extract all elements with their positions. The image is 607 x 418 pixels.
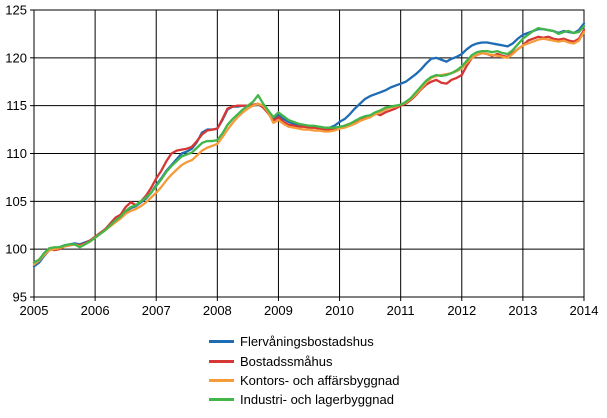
data-line-flerv-ningsbostadshus [32,22,586,268]
y-axis-label: 105 [5,194,27,209]
x-axis-label: 2010 [325,303,354,318]
legend-label: Kontors- och affärsbyggnad [240,372,400,388]
legend-item: Flervåningsbostadshus [209,332,399,351]
y-axis-label: 110 [6,146,27,161]
chart-legend: Flervåningsbostadshus Bostadssmåhus Kont… [209,332,399,410]
data-line-industri-och-lagerbyggnad [32,25,586,264]
legend-item: Kontors- och affärsbyggnad [209,371,399,390]
x-axis-label: 2013 [508,303,537,318]
y-axis-label: 125 [5,3,27,18]
x-axis-label: 2007 [142,303,171,318]
x-axis-label: 2009 [264,303,293,318]
data-line-bostadssm-hus [32,28,586,264]
legend-label: Flervåningsbostadshus [240,334,374,350]
y-axis-label: 95 [13,290,27,305]
data-line-kontors-och-aff-rsbyggnad [32,30,586,266]
x-axis-label: 2012 [447,303,476,318]
x-axis-label: 2008 [203,303,232,318]
y-axis-label: 100 [5,242,27,257]
x-axis-label: 2014 [570,303,599,318]
x-axis-label: 2011 [387,303,415,318]
plot-border [33,9,585,298]
legend-line-swatch [209,398,234,402]
legend-label: Industri- och lagerbyggnad [240,392,394,408]
legend-item: Bostadssmåhus [209,351,399,370]
legend-label: Bostadssmåhus [240,353,333,369]
y-axis-label: 120 [5,50,27,65]
legend-line-swatch [209,378,234,382]
x-axis-label: 2006 [81,303,110,318]
x-axis-label: 2005 [20,303,49,318]
legend-line-swatch [209,340,234,344]
legend-line-swatch [209,359,234,363]
legend-item: Industri- och lagerbyggnad [209,390,399,409]
y-axis-label: 115 [6,98,27,113]
